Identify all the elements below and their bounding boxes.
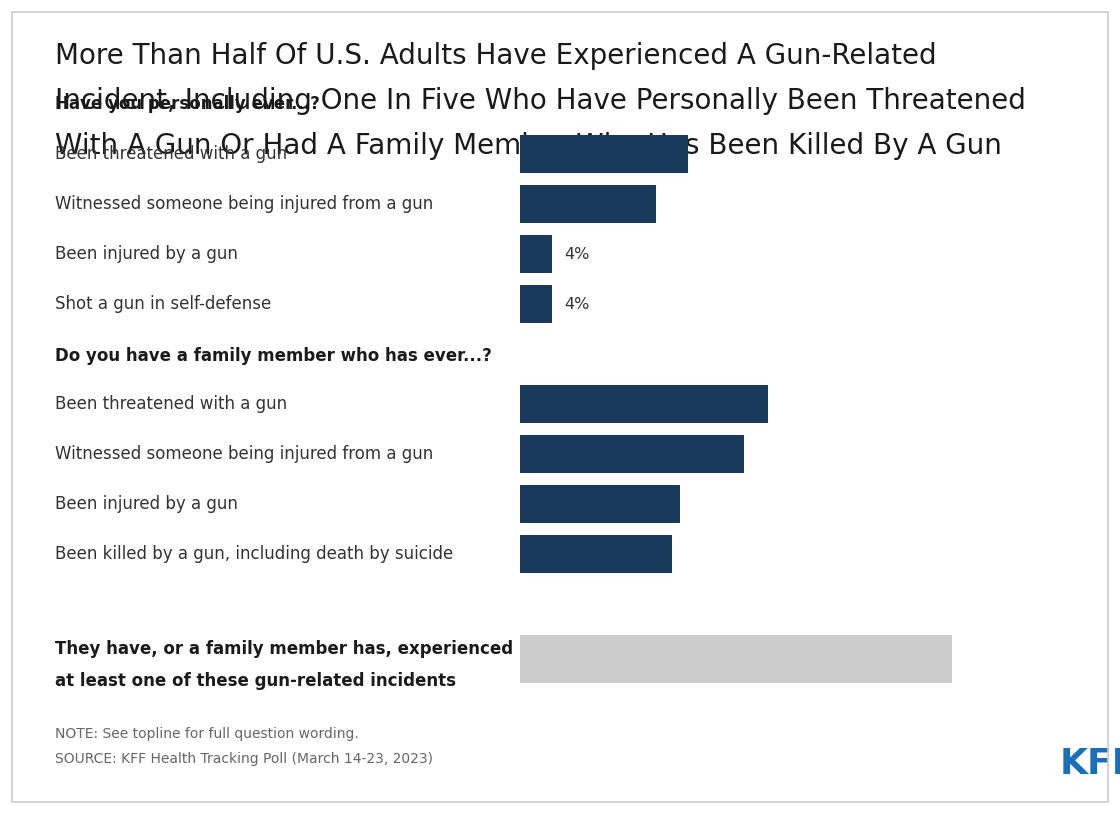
Text: 54%: 54% [535, 651, 570, 667]
Text: Incident, Including One In Five Who Have Personally Been Threatened: Incident, Including One In Five Who Have… [55, 87, 1026, 115]
Text: Witnessed someone being injured from a gun: Witnessed someone being injured from a g… [55, 445, 433, 463]
Text: KFF: KFF [1060, 747, 1120, 781]
Text: Been injured by a gun: Been injured by a gun [55, 245, 237, 263]
Text: Been threatened with a gun: Been threatened with a gun [55, 145, 287, 163]
Text: SOURCE: KFF Health Tracking Poll (March 14-23, 2023): SOURCE: KFF Health Tracking Poll (March … [55, 752, 433, 766]
Text: 21%: 21% [535, 147, 570, 161]
Text: at least one of these gun-related incidents: at least one of these gun-related incide… [55, 672, 456, 690]
Text: 17%: 17% [535, 196, 570, 212]
Text: They have, or a family member has, experienced: They have, or a family member has, exper… [55, 640, 513, 658]
Text: 4%: 4% [564, 247, 589, 261]
Text: 4%: 4% [564, 296, 589, 312]
Text: Have you personally ever...?: Have you personally ever...? [55, 95, 320, 113]
Text: Shot a gun in self-defense: Shot a gun in self-defense [55, 295, 271, 313]
Text: Been injured by a gun: Been injured by a gun [55, 495, 237, 513]
Text: 31%: 31% [535, 396, 570, 412]
Text: Do you have a family member who has ever...?: Do you have a family member who has ever… [55, 347, 492, 365]
Text: Been killed by a gun, including death by suicide: Been killed by a gun, including death by… [55, 545, 454, 563]
Text: 28%: 28% [535, 447, 570, 462]
Text: More Than Half Of U.S. Adults Have Experienced A Gun-Related: More Than Half Of U.S. Adults Have Exper… [55, 42, 936, 70]
Text: NOTE: See topline for full question wording.: NOTE: See topline for full question word… [55, 727, 358, 741]
Text: 19%: 19% [535, 546, 570, 562]
Text: Witnessed someone being injured from a gun: Witnessed someone being injured from a g… [55, 195, 433, 213]
Text: Been threatened with a gun: Been threatened with a gun [55, 395, 287, 413]
Text: 20%: 20% [535, 497, 570, 511]
Text: With A Gun Or Had A Family Member Who Has Been Killed By A Gun: With A Gun Or Had A Family Member Who Ha… [55, 132, 1002, 160]
